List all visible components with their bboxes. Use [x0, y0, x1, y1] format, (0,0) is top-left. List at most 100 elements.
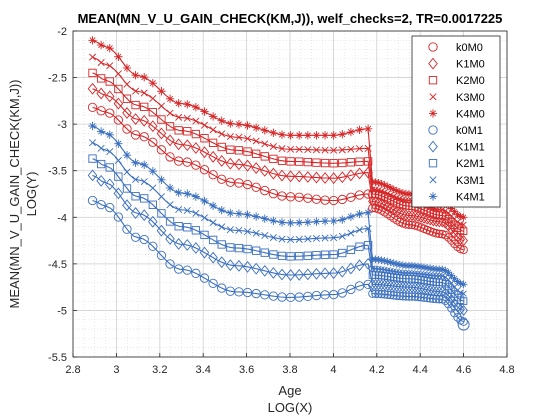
- data-point: [148, 167, 158, 176]
- data-point: [287, 145, 295, 153]
- data-point: [269, 250, 278, 259]
- data-point: [277, 130, 287, 139]
- data-point: [105, 163, 114, 172]
- data-point: [199, 273, 210, 283]
- data-point: [459, 213, 468, 222]
- data-point: [389, 204, 399, 216]
- data-point: [338, 158, 347, 168]
- data-point: [87, 82, 98, 95]
- data-point: [363, 241, 373, 250]
- data-point: [251, 162, 261, 174]
- data-point: [242, 159, 253, 172]
- data-point: [234, 120, 244, 129]
- data-point: [303, 251, 312, 260]
- x-tick-label: 4.8: [499, 364, 514, 376]
- data-point: [148, 241, 158, 251]
- data-point: [355, 157, 364, 166]
- data-point: [96, 74, 106, 83]
- data-point: [269, 234, 277, 242]
- data-point: [217, 142, 226, 152]
- legend-item: k0M1: [428, 125, 483, 137]
- data-point: [416, 282, 426, 295]
- data-point: [355, 209, 364, 219]
- data-point: [429, 176, 437, 184]
- data-point: [260, 126, 269, 135]
- data-point: [165, 217, 175, 226]
- data-point: [268, 267, 279, 279]
- series-K1M0: [87, 82, 468, 247]
- data-point: [242, 260, 253, 273]
- y-tick-label: -5: [57, 305, 67, 317]
- data-point: [234, 209, 244, 218]
- data-point: [191, 192, 201, 201]
- chart-title: MEAN(MN_V_U_GAIN_CHECK(KM,J)), welf_chec…: [78, 11, 503, 26]
- data-point: [200, 214, 209, 222]
- legend-label: K3M0: [456, 92, 485, 104]
- data-point: [338, 146, 346, 154]
- data-point: [277, 218, 287, 227]
- data-point: [429, 93, 437, 101]
- data-point: [191, 160, 201, 170]
- data-point: [88, 36, 97, 45]
- data-point: [243, 147, 252, 156]
- data-point: [312, 251, 321, 260]
- data-point: [114, 70, 122, 78]
- legend-item: k0M0: [428, 42, 483, 54]
- data-point: [122, 63, 132, 73]
- data-point: [346, 158, 356, 167]
- data-point: [122, 199, 132, 212]
- data-point: [454, 218, 461, 226]
- data-point: [338, 130, 347, 139]
- data-point: [252, 137, 260, 145]
- data-point: [88, 121, 97, 131]
- data-point: [312, 158, 321, 167]
- data-point: [354, 167, 365, 180]
- data-point: [295, 145, 303, 153]
- data-point: [226, 226, 234, 234]
- y-tick-label: -2: [57, 26, 67, 38]
- data-point: [192, 209, 200, 217]
- data-point: [363, 157, 373, 166]
- data-point: [355, 125, 364, 135]
- data-point: [96, 159, 106, 169]
- data-point: [295, 131, 304, 140]
- data-point: [386, 280, 396, 292]
- data-point: [156, 145, 167, 155]
- x-axis-ticks: 2.8 3 3.2 3.4 3.6 3.8 4 4.2 4.4 4.6 4.8: [65, 353, 515, 376]
- data-point: [428, 57, 438, 70]
- data-point: [383, 257, 392, 266]
- x-tick-label: 3: [113, 364, 119, 376]
- data-point: [106, 148, 114, 156]
- data-point: [386, 258, 395, 267]
- data-point: [105, 108, 115, 118]
- data-point: [312, 146, 320, 154]
- data-point: [208, 170, 218, 180]
- data-point: [444, 268, 453, 277]
- data-point: [252, 246, 261, 255]
- data-point: [157, 102, 165, 110]
- data-point: [217, 240, 226, 249]
- data-point: [105, 43, 114, 53]
- data-point: [294, 268, 305, 281]
- data-point: [183, 223, 192, 232]
- data-point: [329, 216, 338, 226]
- data-point: [174, 222, 183, 231]
- data-point: [113, 97, 124, 110]
- data-point: [165, 259, 175, 269]
- data-point: [216, 155, 227, 167]
- data-point: [432, 229, 441, 238]
- data-point: [105, 202, 115, 213]
- data-point: [407, 210, 417, 222]
- data-point: [132, 87, 140, 95]
- data-point: [386, 202, 396, 214]
- data-point: [88, 154, 97, 163]
- legend-label: K3M1: [456, 175, 485, 187]
- data-point: [234, 178, 244, 188]
- data-point: [392, 206, 402, 218]
- data-point: [149, 94, 157, 103]
- data-point: [441, 230, 450, 240]
- data-point: [277, 169, 287, 182]
- legend-item: K1M1: [428, 140, 485, 154]
- data-point: [377, 179, 386, 188]
- data-point: [346, 127, 356, 137]
